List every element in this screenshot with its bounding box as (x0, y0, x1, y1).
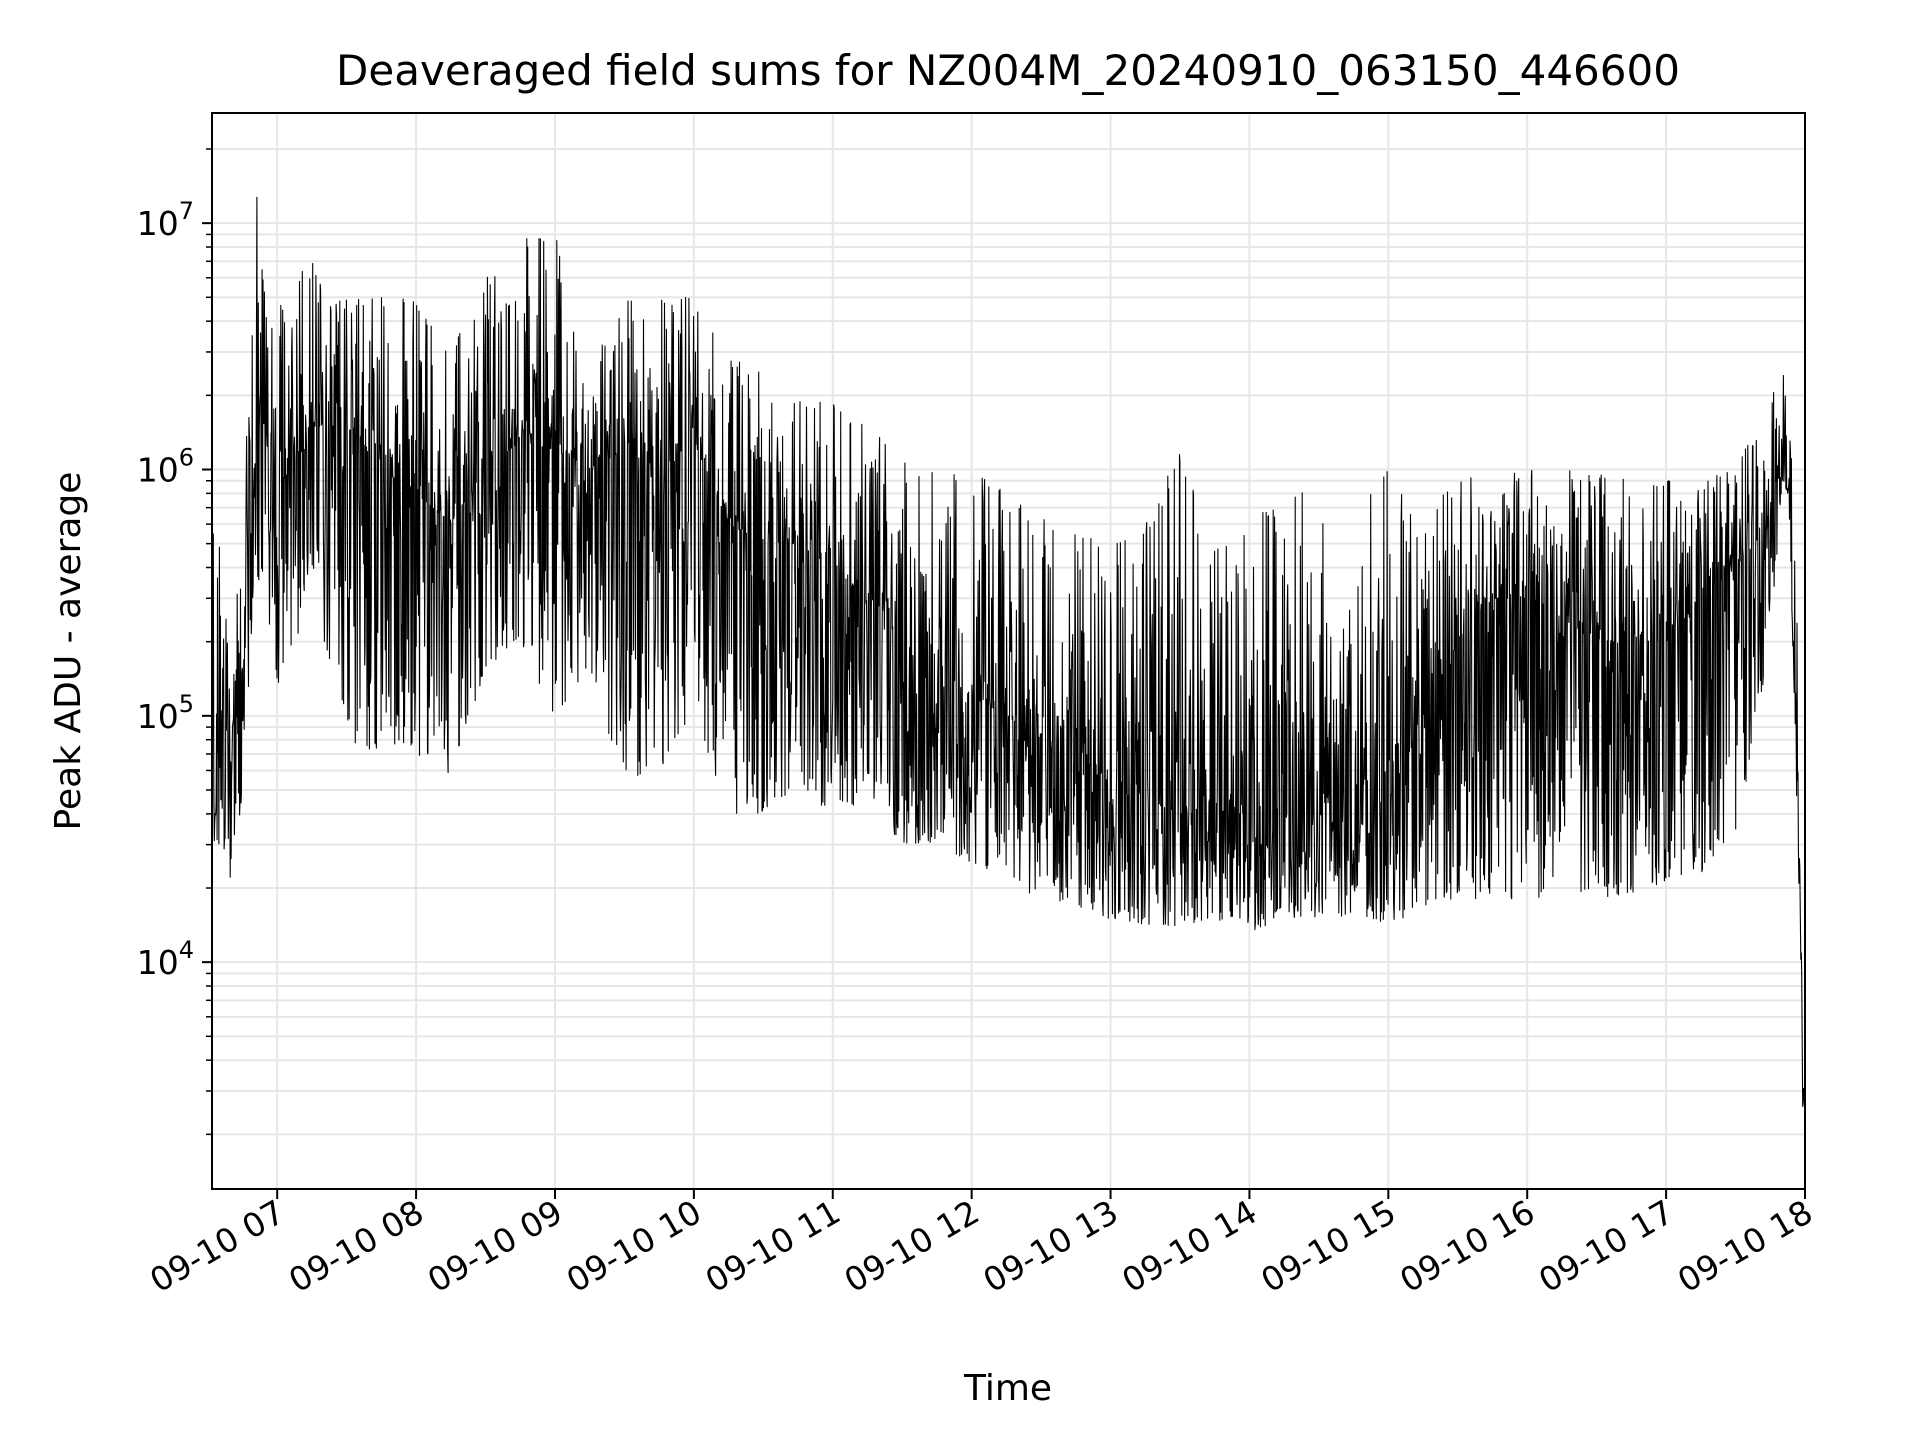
y-tick-label: 104 (137, 936, 194, 982)
series-line (211, 196, 1806, 1135)
series-group (211, 196, 1806, 1135)
chart-title: Deaveraged field sums for NZ004M_2024091… (336, 46, 1680, 95)
y-axis-label: Peak ADU - average (48, 472, 89, 831)
y-tick-label: 105 (137, 690, 194, 736)
y-tick-label: 107 (137, 197, 194, 243)
y-tick-label: 106 (137, 443, 194, 489)
x-axis-label: Time (963, 1368, 1052, 1409)
plot-frame (211, 112, 1806, 1190)
